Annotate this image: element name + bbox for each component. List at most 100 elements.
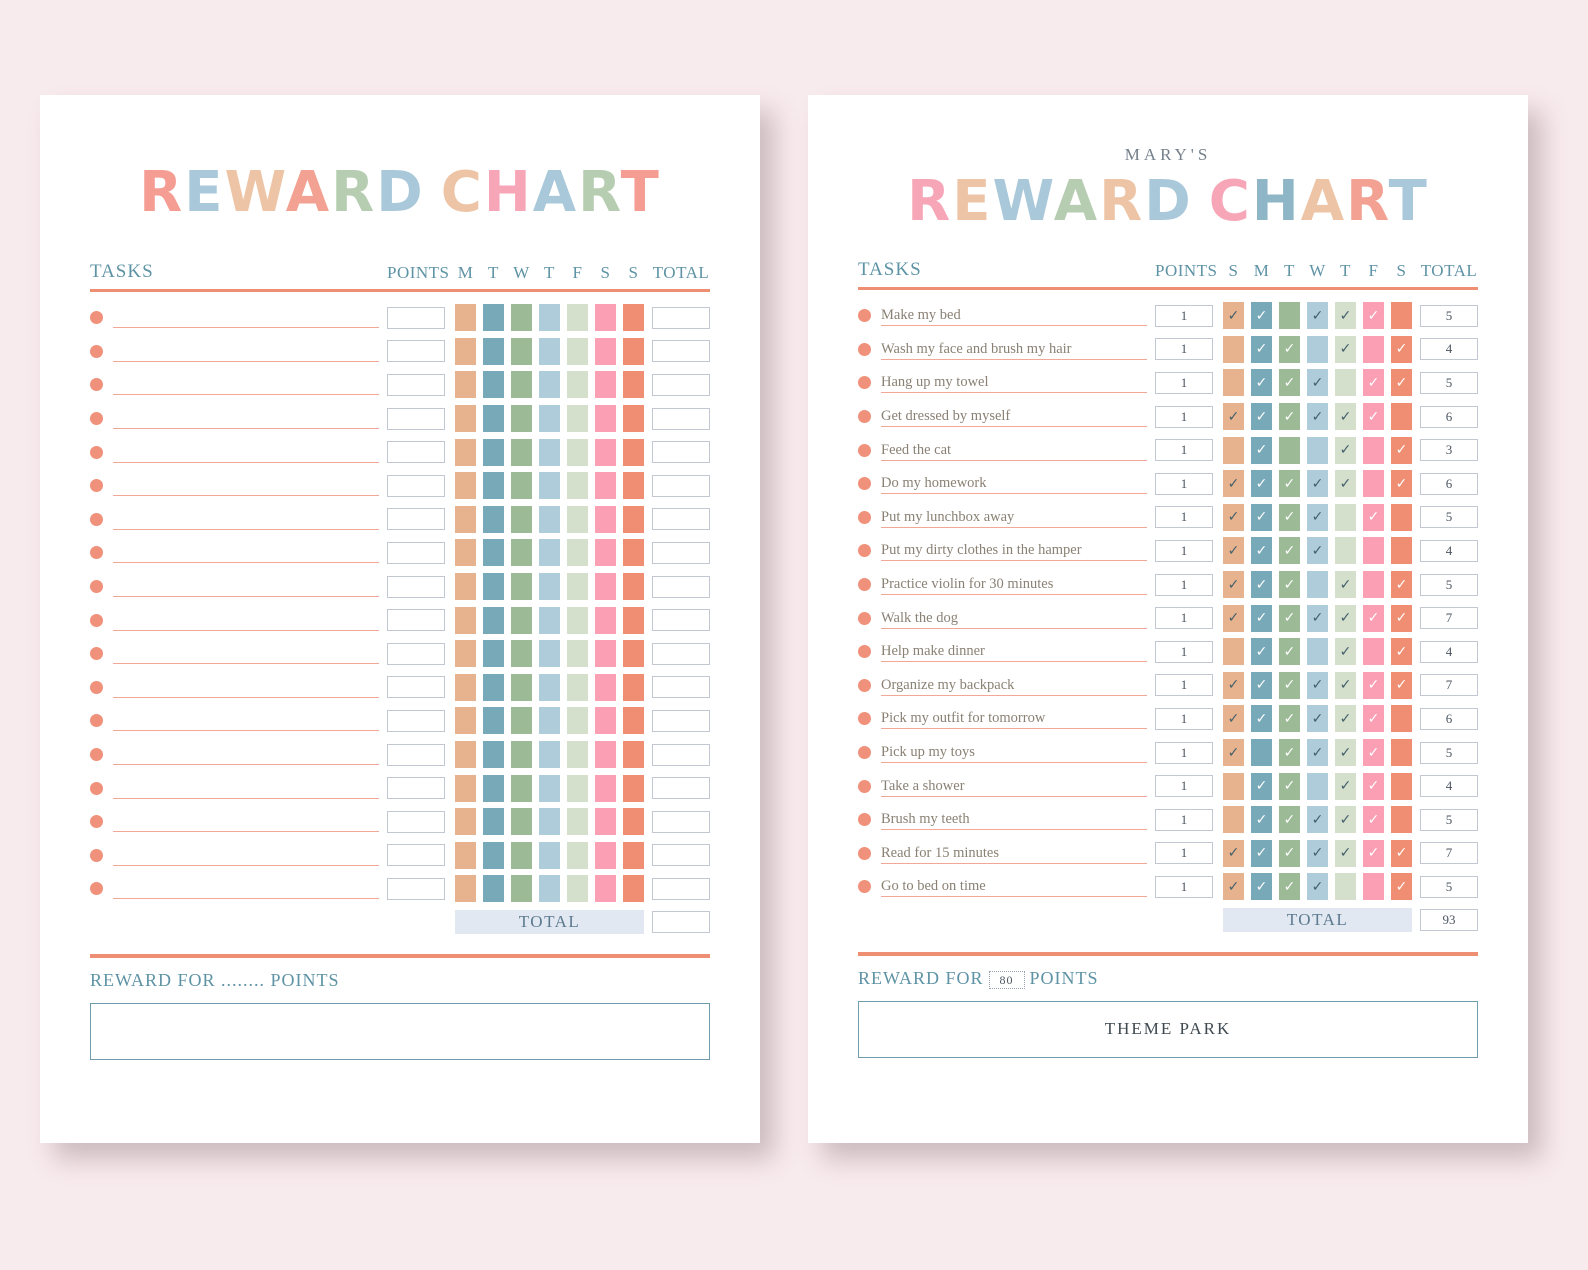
task-name-field[interactable]: Pick up my toys — [881, 742, 1147, 764]
day-checkbox[interactable]: ✓ — [1391, 839, 1412, 867]
day-checkbox[interactable] — [483, 337, 504, 365]
day-checkbox[interactable]: ✓ — [1391, 470, 1412, 498]
day-checkbox[interactable]: ✓ — [1307, 705, 1328, 733]
day-checkbox[interactable] — [1223, 638, 1244, 666]
day-checkbox[interactable] — [595, 371, 616, 399]
day-checkbox[interactable]: ✓ — [1223, 302, 1244, 330]
day-checkbox[interactable]: ✓ — [1363, 302, 1384, 330]
row-total-field[interactable] — [652, 407, 710, 430]
day-checkbox[interactable] — [455, 841, 476, 869]
day-checkbox[interactable]: ✓ — [1279, 537, 1300, 565]
day-checkbox[interactable]: ✓ — [1251, 403, 1272, 431]
day-checkbox[interactable]: ✓ — [1279, 873, 1300, 901]
day-checkbox[interactable]: ✓ — [1335, 335, 1356, 363]
day-checkbox[interactable] — [483, 505, 504, 533]
day-checkbox[interactable] — [623, 573, 644, 601]
row-total-field[interactable]: 4 — [1420, 775, 1478, 798]
day-checkbox[interactable]: ✓ — [1363, 806, 1384, 834]
row-total-field[interactable] — [652, 844, 710, 867]
row-total-field[interactable] — [652, 541, 710, 564]
day-checkbox[interactable]: ✓ — [1391, 873, 1412, 901]
row-total-field[interactable]: 5 — [1420, 741, 1478, 764]
points-field[interactable]: 1 — [1155, 573, 1213, 596]
task-name-field[interactable] — [113, 475, 379, 497]
day-checkbox[interactable] — [483, 606, 504, 634]
day-checkbox[interactable] — [1391, 537, 1412, 565]
day-checkbox[interactable]: ✓ — [1223, 705, 1244, 733]
day-checkbox[interactable] — [1363, 537, 1384, 565]
day-checkbox[interactable]: ✓ — [1391, 571, 1412, 599]
day-checkbox[interactable] — [1307, 772, 1328, 800]
day-checkbox[interactable]: ✓ — [1335, 470, 1356, 498]
day-checkbox[interactable] — [567, 606, 588, 634]
points-field[interactable] — [387, 642, 445, 665]
row-total-field[interactable] — [652, 306, 710, 329]
day-checkbox[interactable] — [595, 673, 616, 701]
day-checkbox[interactable] — [623, 505, 644, 533]
day-checkbox[interactable]: ✓ — [1223, 739, 1244, 767]
task-name-field[interactable]: Read for 15 minutes — [881, 843, 1147, 864]
points-field[interactable] — [387, 441, 445, 464]
day-checkbox[interactable]: ✓ — [1279, 335, 1300, 363]
row-total-field[interactable]: 7 — [1420, 674, 1478, 697]
day-checkbox[interactable] — [1279, 302, 1300, 330]
points-field[interactable]: 1 — [1155, 875, 1213, 898]
day-checkbox[interactable]: ✓ — [1335, 604, 1356, 632]
points-field[interactable]: 1 — [1155, 707, 1213, 730]
day-checkbox[interactable] — [623, 875, 644, 903]
day-checkbox[interactable] — [1391, 739, 1412, 767]
row-total-field[interactable]: 4 — [1420, 539, 1478, 562]
day-checkbox[interactable]: ✓ — [1307, 806, 1328, 834]
day-checkbox[interactable] — [567, 741, 588, 769]
day-checkbox[interactable] — [1363, 436, 1384, 464]
day-checkbox[interactable] — [539, 337, 560, 365]
day-checkbox[interactable]: ✓ — [1391, 335, 1412, 363]
day-checkbox[interactable]: ✓ — [1223, 503, 1244, 531]
day-checkbox[interactable]: ✓ — [1251, 436, 1272, 464]
day-checkbox[interactable] — [455, 707, 476, 735]
day-checkbox[interactable] — [595, 472, 616, 500]
day-checkbox[interactable]: ✓ — [1251, 604, 1272, 632]
day-checkbox[interactable] — [1307, 335, 1328, 363]
day-checkbox[interactable] — [455, 405, 476, 433]
row-total-field[interactable]: 5 — [1420, 506, 1478, 529]
day-checkbox[interactable] — [1363, 638, 1384, 666]
points-field[interactable]: 1 — [1155, 607, 1213, 630]
day-checkbox[interactable]: ✓ — [1363, 604, 1384, 632]
day-checkbox[interactable] — [511, 438, 532, 466]
task-name-field[interactable]: Walk the dog — [881, 608, 1147, 629]
day-checkbox[interactable] — [1307, 638, 1328, 666]
day-checkbox[interactable] — [483, 573, 504, 601]
task-name-field[interactable]: Hang up my towel — [881, 372, 1147, 394]
reward-field[interactable]: THEME PARK — [858, 1000, 1478, 1058]
day-checkbox[interactable]: ✓ — [1307, 739, 1328, 767]
day-checkbox[interactable] — [483, 808, 504, 836]
day-checkbox[interactable] — [455, 673, 476, 701]
points-field[interactable] — [387, 743, 445, 766]
day-checkbox[interactable] — [595, 505, 616, 533]
day-checkbox[interactable] — [1391, 772, 1412, 800]
day-checkbox[interactable] — [511, 371, 532, 399]
task-name-field[interactable]: Help make dinner — [881, 641, 1147, 663]
day-checkbox[interactable] — [623, 841, 644, 869]
day-checkbox[interactable] — [539, 808, 560, 836]
day-checkbox[interactable] — [539, 841, 560, 869]
day-checkbox[interactable] — [567, 841, 588, 869]
task-name-field[interactable] — [113, 408, 379, 430]
day-checkbox[interactable] — [511, 505, 532, 533]
day-checkbox[interactable] — [511, 774, 532, 802]
row-total-field[interactable]: 6 — [1420, 405, 1478, 428]
day-checkbox[interactable] — [1363, 873, 1384, 901]
task-name-field[interactable]: Do my homework — [881, 473, 1147, 495]
day-checkbox[interactable] — [1391, 705, 1412, 733]
day-checkbox[interactable]: ✓ — [1335, 436, 1356, 464]
day-checkbox[interactable]: ✓ — [1363, 369, 1384, 397]
points-field[interactable] — [387, 844, 445, 867]
day-checkbox[interactable] — [483, 673, 504, 701]
day-checkbox[interactable]: ✓ — [1307, 503, 1328, 531]
day-checkbox[interactable] — [595, 438, 616, 466]
day-checkbox[interactable]: ✓ — [1223, 403, 1244, 431]
task-name-field[interactable] — [113, 845, 379, 866]
day-checkbox[interactable] — [623, 304, 644, 332]
points-field[interactable]: 1 — [1155, 741, 1213, 764]
